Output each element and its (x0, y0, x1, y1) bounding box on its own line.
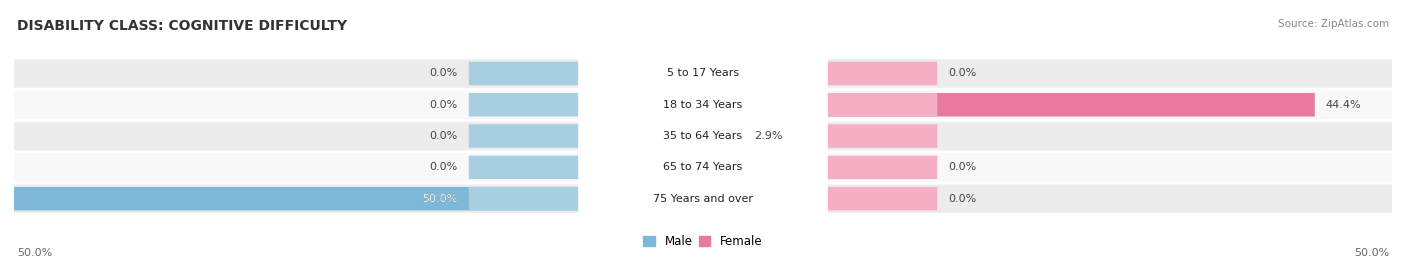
Text: DISABILITY CLASS: COGNITIVE DIFFICULTY: DISABILITY CLASS: COGNITIVE DIFFICULTY (17, 19, 347, 33)
FancyBboxPatch shape (14, 122, 1392, 150)
FancyBboxPatch shape (578, 184, 828, 214)
Text: 0.0%: 0.0% (429, 69, 458, 79)
FancyBboxPatch shape (578, 153, 828, 182)
FancyBboxPatch shape (578, 59, 828, 88)
FancyBboxPatch shape (468, 93, 579, 116)
FancyBboxPatch shape (827, 187, 938, 210)
FancyBboxPatch shape (14, 185, 1392, 213)
Text: 0.0%: 0.0% (948, 162, 977, 172)
FancyBboxPatch shape (14, 187, 703, 210)
Text: 35 to 64 Years: 35 to 64 Years (664, 131, 742, 141)
FancyBboxPatch shape (703, 93, 1315, 116)
Text: 0.0%: 0.0% (429, 131, 458, 141)
Text: 50.0%: 50.0% (422, 194, 458, 204)
FancyBboxPatch shape (14, 91, 1392, 119)
FancyBboxPatch shape (703, 124, 742, 148)
FancyBboxPatch shape (827, 93, 938, 116)
Text: 50.0%: 50.0% (422, 194, 458, 204)
FancyBboxPatch shape (578, 90, 828, 120)
Text: Source: ZipAtlas.com: Source: ZipAtlas.com (1278, 19, 1389, 29)
Legend: Male, Female: Male, Female (638, 230, 768, 253)
FancyBboxPatch shape (468, 187, 579, 210)
FancyBboxPatch shape (827, 124, 938, 148)
Text: 0.0%: 0.0% (429, 100, 458, 110)
FancyBboxPatch shape (827, 62, 938, 85)
Text: 0.0%: 0.0% (948, 69, 977, 79)
Text: 0.0%: 0.0% (429, 162, 458, 172)
FancyBboxPatch shape (468, 156, 579, 179)
FancyBboxPatch shape (468, 62, 579, 85)
FancyBboxPatch shape (14, 153, 1392, 182)
Text: 50.0%: 50.0% (17, 248, 52, 258)
Text: 2.9%: 2.9% (754, 131, 783, 141)
Text: 18 to 34 Years: 18 to 34 Years (664, 100, 742, 110)
Text: 65 to 74 Years: 65 to 74 Years (664, 162, 742, 172)
FancyBboxPatch shape (578, 121, 828, 151)
Text: 50.0%: 50.0% (1354, 248, 1389, 258)
Text: 75 Years and over: 75 Years and over (652, 194, 754, 204)
Text: 0.0%: 0.0% (948, 194, 977, 204)
FancyBboxPatch shape (468, 124, 579, 148)
Text: 5 to 17 Years: 5 to 17 Years (666, 69, 740, 79)
FancyBboxPatch shape (14, 59, 1392, 88)
FancyBboxPatch shape (827, 156, 938, 179)
Text: 44.4%: 44.4% (1326, 100, 1361, 110)
